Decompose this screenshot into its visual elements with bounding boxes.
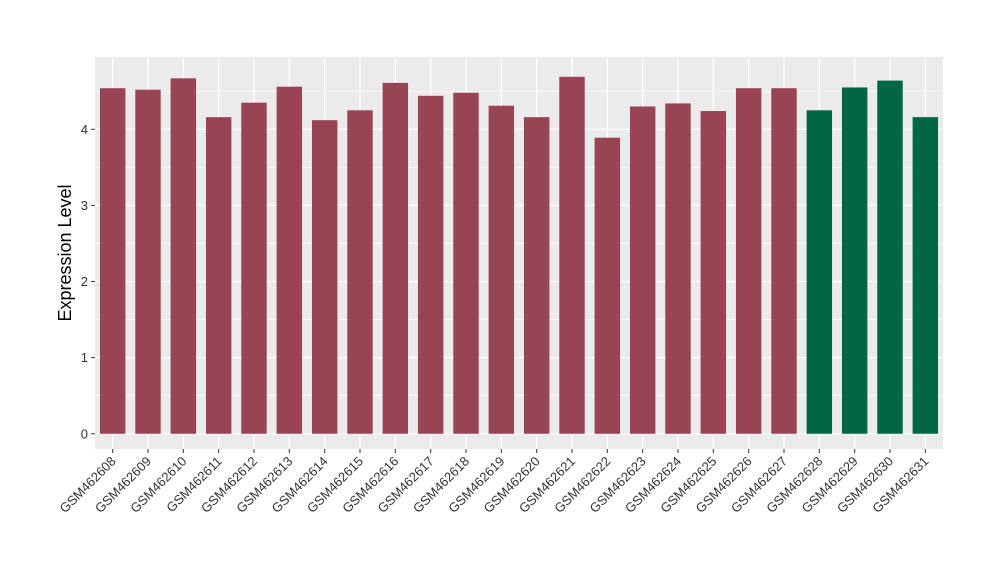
y-tick-label: 2	[81, 274, 88, 289]
bar	[311, 120, 338, 434]
bar	[594, 137, 621, 434]
plot-panel	[95, 57, 943, 449]
bar	[417, 95, 444, 434]
y-tick-label: 1	[81, 350, 88, 365]
bar	[453, 92, 479, 434]
bar	[629, 106, 656, 434]
bar	[523, 117, 550, 434]
bar	[382, 82, 409, 434]
bar	[665, 103, 691, 434]
bar	[99, 88, 126, 434]
bar	[771, 88, 797, 434]
bar	[735, 88, 762, 434]
y-axis: 0 1 2 3 4	[81, 122, 95, 441]
bar	[488, 105, 515, 434]
y-axis-title: Expression Level	[55, 184, 75, 321]
y-tick-label: 0	[81, 426, 88, 441]
bar	[559, 76, 585, 434]
bar	[135, 89, 161, 434]
bar	[276, 86, 303, 434]
bar	[347, 110, 373, 434]
bar	[700, 111, 727, 434]
y-tick-label: 3	[81, 198, 88, 213]
bars	[99, 76, 939, 434]
y-tick-label: 4	[81, 122, 88, 137]
bar	[806, 110, 833, 434]
bar	[241, 102, 267, 434]
bar	[205, 117, 232, 434]
bar	[841, 87, 868, 434]
bar	[877, 80, 903, 434]
bar	[170, 78, 197, 434]
bar	[912, 117, 939, 434]
x-axis: GSM462608GSM462609GSM462610GSM462611GSM4…	[57, 449, 931, 516]
